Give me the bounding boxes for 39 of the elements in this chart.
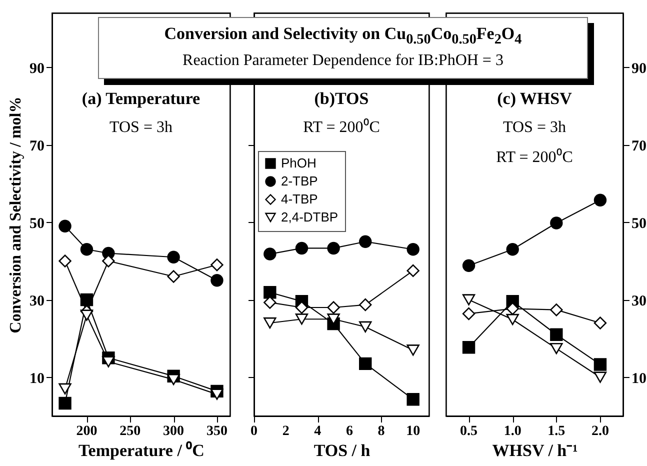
x-tick-label: 6 <box>346 424 353 439</box>
y-tick-label: 10 <box>30 370 44 387</box>
legend-label: 2-TBP <box>281 174 318 188</box>
annotation: (b)TOS <box>314 89 369 108</box>
y-tick-label: 70 <box>632 138 646 154</box>
x-tick-label: 250 <box>120 424 141 439</box>
x-tick-label: 10 <box>406 424 420 439</box>
y-tick-label: 30 <box>632 293 646 310</box>
annotation: RT = 200⁰C <box>496 148 573 166</box>
x-tick-label: 2.0 <box>591 424 609 439</box>
annotation: RT = 200⁰C <box>303 118 380 136</box>
x-tick-label: 350 <box>206 424 228 439</box>
y-tick-label: 10 <box>632 370 646 387</box>
legend-label: 2,4-DTBP <box>281 210 338 224</box>
x-tick-label: 300 <box>163 424 184 439</box>
x-tick-label: 8 <box>378 424 385 439</box>
legend-label: 4-TBP <box>281 192 318 206</box>
legend-label: PhOH <box>281 156 316 170</box>
annotation: TOS = 3h <box>110 119 172 136</box>
x-tick-label: 200 <box>76 424 98 439</box>
annotation: TOS = 3h <box>503 119 566 136</box>
x-tick-label: 0 <box>250 424 258 439</box>
y-tick-label: 70 <box>30 138 44 154</box>
x-tick-label: 2 <box>282 424 290 439</box>
annotation: (c) WHSV <box>497 89 573 108</box>
x-axis-title: Temperature / ⁰C <box>78 441 204 460</box>
x-tick-label: 1.5 <box>548 424 566 439</box>
x-tick-label: 0.5 <box>460 424 478 439</box>
x-tick-label: 4 <box>314 424 322 439</box>
y-tick-label: 30 <box>30 293 44 310</box>
y-tick-label: 90 <box>632 60 646 77</box>
y-tick-label: 50 <box>30 216 44 232</box>
y-axis-title: Conversion and Selectivity / mol% <box>8 96 24 334</box>
y-tick-label: 90 <box>30 60 44 77</box>
x-axis-title: TOS / h <box>314 441 371 460</box>
x-axis-title: WHSV / h⁻¹ <box>492 441 578 460</box>
annotation: (a) Temperature <box>82 89 201 108</box>
y-tick-label: 50 <box>632 216 646 232</box>
x-tick-label: 1.0 <box>504 424 522 439</box>
